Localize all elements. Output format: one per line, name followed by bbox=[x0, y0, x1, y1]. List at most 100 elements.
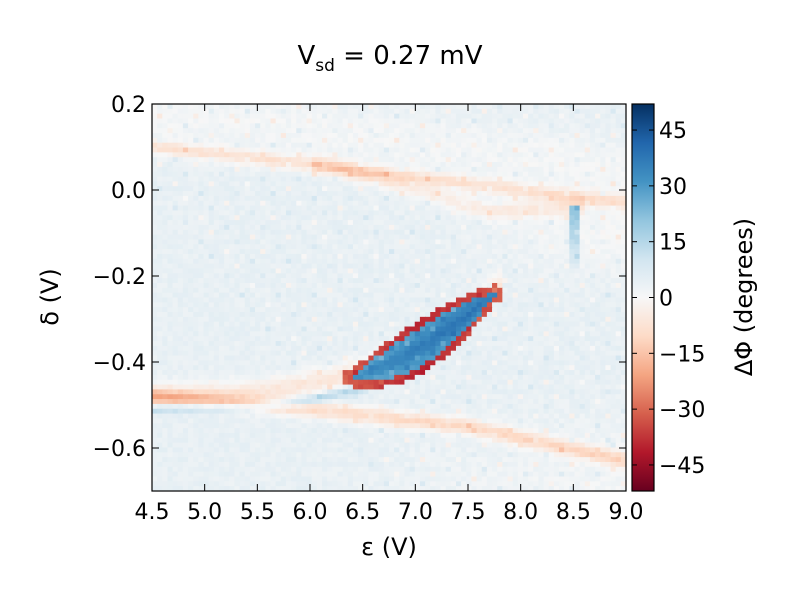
heatmap-cell bbox=[543, 234, 550, 241]
heatmap-cell bbox=[291, 181, 297, 187]
heatmap-cell bbox=[275, 331, 282, 337]
heatmap-cell bbox=[352, 297, 359, 303]
heatmap-cell bbox=[502, 292, 509, 299]
heatmap-cell bbox=[352, 142, 359, 149]
heatmap-cell bbox=[234, 316, 241, 323]
heatmap-cell bbox=[538, 326, 545, 332]
heatmap-cell bbox=[311, 302, 318, 308]
heatmap-cell bbox=[316, 166, 323, 173]
heatmap-cell bbox=[322, 263, 328, 270]
heatmap-cell bbox=[244, 142, 251, 149]
heatmap-cell bbox=[198, 162, 205, 168]
heatmap-cell bbox=[198, 253, 205, 260]
heatmap-cell bbox=[347, 108, 354, 115]
heatmap-cell bbox=[337, 360, 344, 366]
heatmap-cell bbox=[162, 186, 169, 192]
heatmap-cell bbox=[492, 258, 498, 265]
heatmap-cell bbox=[218, 224, 225, 231]
heatmap-cell bbox=[589, 191, 596, 197]
heatmap-cell bbox=[497, 278, 503, 284]
heatmap-cell bbox=[327, 268, 333, 274]
heatmap-cell bbox=[430, 128, 436, 134]
heatmap-cell bbox=[203, 331, 210, 337]
heatmap-cell bbox=[265, 350, 272, 357]
heatmap-cell bbox=[218, 118, 225, 124]
heatmap-cell bbox=[316, 312, 323, 318]
heatmap-cell bbox=[461, 166, 467, 173]
heatmap-cell bbox=[559, 157, 565, 163]
heatmap-cell bbox=[157, 316, 163, 323]
heatmap-cell bbox=[291, 253, 297, 260]
heatmap-cell bbox=[167, 341, 174, 347]
heatmap-cell bbox=[492, 249, 498, 255]
heatmap-cell bbox=[538, 162, 545, 168]
heatmap-cell bbox=[322, 312, 328, 318]
heatmap-cell bbox=[461, 176, 467, 182]
heatmap-cell bbox=[280, 316, 287, 323]
heatmap-cell bbox=[260, 350, 266, 357]
heatmap-cell bbox=[512, 297, 519, 303]
heatmap-cell bbox=[569, 220, 576, 226]
heatmap-cell bbox=[157, 234, 163, 241]
heatmap-cell bbox=[507, 297, 514, 303]
heatmap-cell bbox=[528, 137, 534, 144]
heatmap-cell bbox=[244, 229, 251, 236]
heatmap-cell bbox=[553, 142, 560, 149]
heatmap-cell bbox=[198, 229, 205, 236]
heatmap-cell bbox=[358, 350, 364, 357]
heatmap-cell bbox=[548, 249, 555, 255]
heatmap-cell bbox=[198, 142, 205, 149]
heatmap-cell bbox=[342, 307, 349, 313]
heatmap-cell bbox=[322, 162, 328, 168]
heatmap-cell bbox=[414, 118, 421, 124]
heatmap-cell bbox=[172, 200, 179, 207]
heatmap-cell bbox=[352, 108, 359, 115]
heatmap-cell bbox=[425, 244, 431, 250]
heatmap-cell bbox=[301, 229, 308, 236]
heatmap-cell bbox=[327, 307, 333, 313]
heatmap-cell bbox=[512, 239, 519, 245]
heatmap-cell bbox=[260, 104, 266, 110]
heatmap-cell bbox=[285, 307, 292, 313]
heatmap-cell bbox=[332, 249, 339, 255]
heatmap-cell bbox=[389, 244, 395, 250]
heatmap-cell bbox=[486, 249, 493, 255]
heatmap-cell bbox=[182, 297, 189, 303]
heatmap-cell bbox=[497, 268, 503, 274]
heatmap-cell bbox=[177, 137, 184, 144]
heatmap-cell bbox=[445, 292, 452, 299]
heatmap-cell bbox=[394, 142, 400, 149]
heatmap-cell bbox=[517, 171, 524, 178]
heatmap-cell bbox=[311, 292, 318, 299]
heatmap-cell bbox=[435, 166, 442, 173]
heatmap-cell bbox=[383, 224, 390, 231]
heatmap-cell bbox=[517, 331, 524, 337]
heatmap-cell bbox=[234, 215, 241, 221]
heatmap-cell bbox=[177, 253, 184, 260]
heatmap-cell bbox=[208, 287, 215, 294]
heatmap-cell bbox=[260, 292, 266, 299]
heatmap-cell bbox=[347, 186, 354, 192]
heatmap-cell bbox=[332, 157, 339, 163]
heatmap-cell bbox=[301, 108, 308, 115]
heatmap-cell bbox=[620, 191, 627, 197]
heatmap-cell bbox=[182, 157, 189, 163]
heatmap-cell bbox=[358, 341, 364, 347]
heatmap-cell bbox=[182, 253, 189, 260]
heatmap-cell bbox=[502, 326, 509, 332]
heatmap-cell bbox=[327, 355, 333, 361]
heatmap-cell bbox=[419, 162, 426, 168]
heatmap-cell bbox=[177, 321, 184, 328]
heatmap-cell bbox=[589, 157, 596, 163]
heatmap-cell bbox=[332, 355, 339, 361]
heatmap-cell bbox=[203, 263, 210, 270]
heatmap-cell bbox=[569, 113, 576, 120]
heatmap-cell bbox=[368, 234, 375, 241]
heatmap-cell bbox=[157, 360, 163, 366]
heatmap-cell bbox=[595, 249, 601, 255]
heatmap-cell bbox=[280, 166, 287, 173]
heatmap-cell bbox=[512, 128, 519, 134]
heatmap-cell bbox=[512, 326, 519, 332]
heatmap-cell bbox=[574, 123, 581, 129]
heatmap-cell bbox=[595, 244, 601, 250]
